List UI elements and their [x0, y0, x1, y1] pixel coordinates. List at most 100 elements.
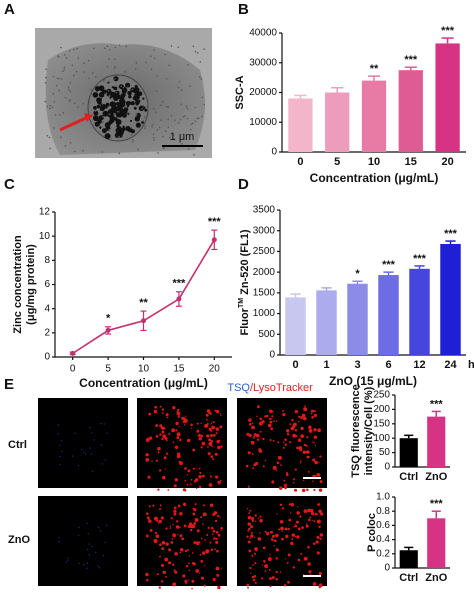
texture [178, 81, 180, 83]
x-tick-label: 10 [138, 364, 150, 375]
texture [48, 136, 51, 139]
lyso-dot [172, 582, 177, 587]
texture [172, 134, 175, 137]
texture [108, 128, 111, 131]
lyso-dot [284, 438, 287, 442]
lyso-dot [286, 534, 289, 537]
point [176, 296, 182, 302]
lyso-dot [316, 519, 321, 524]
lyso-dot [176, 432, 181, 437]
lyso-dot [279, 571, 282, 573]
texture [149, 55, 152, 58]
tsq-dot [74, 432, 76, 435]
texture [68, 88, 70, 91]
x-tick-label: 15 [405, 156, 417, 168]
lyso-dot [256, 415, 258, 418]
texture [51, 106, 54, 109]
lyso-dot [158, 519, 162, 524]
x-axis-label: Concentration (μg/mL) [79, 376, 208, 390]
lyso-dot [248, 433, 252, 438]
lyso-dot [212, 458, 215, 461]
lyso-dot [200, 446, 203, 449]
texture [153, 57, 156, 60]
texture [181, 143, 183, 145]
lyso-dot [177, 415, 181, 418]
lyso-dot [174, 570, 178, 574]
lyso-dot [205, 418, 208, 421]
lyso-dot [261, 420, 265, 424]
lyso-dot [184, 549, 188, 553]
y-tick-label: 1500 [253, 287, 276, 298]
lyso-dot [305, 523, 308, 525]
lyso-dot [194, 503, 197, 506]
granule [121, 108, 128, 115]
lyso-dot [210, 429, 213, 432]
texture [71, 64, 74, 67]
texture [113, 114, 115, 116]
lyso-dot [166, 439, 168, 442]
x-unit: h [468, 359, 474, 371]
texture [153, 139, 155, 141]
tsq-dot [91, 470, 94, 473]
tsq-dot [78, 562, 80, 565]
lyso-dot [301, 488, 306, 493]
lyso-dot [254, 520, 257, 523]
lyso-dot [306, 455, 310, 459]
x-tick-label: Ctrl [399, 572, 418, 584]
granule [135, 122, 141, 128]
x-tick-label: 0 [297, 156, 303, 168]
lyso-dot [200, 516, 203, 519]
lyso-dot [215, 531, 219, 534]
lyso-dot [179, 534, 183, 538]
lyso-dot [301, 526, 304, 529]
lyso-dot [307, 562, 311, 566]
texture [88, 77, 90, 80]
x-tick-label: 15 [173, 364, 185, 375]
texture [135, 112, 138, 115]
lyso-dot [207, 526, 210, 530]
texture [57, 55, 59, 57]
lyso-dot [193, 480, 197, 483]
lyso-dot [210, 422, 213, 425]
lyso-dot [292, 534, 296, 537]
granule [107, 114, 110, 117]
lyso-dot [269, 439, 272, 442]
lyso-dot [281, 537, 284, 541]
texture [102, 80, 105, 82]
texture [190, 128, 192, 131]
lyso-dot [149, 529, 153, 532]
lyso-dot [200, 560, 204, 563]
lyso-dot [302, 416, 307, 421]
lyso-dot [181, 537, 185, 541]
lyso-dot [217, 533, 221, 537]
lyso-dot [163, 456, 167, 460]
texture [154, 111, 157, 114]
lyso-dot [275, 469, 278, 471]
texture [118, 152, 121, 155]
lyso-dot [319, 537, 322, 540]
granule [137, 112, 141, 117]
lyso-dot [191, 561, 195, 565]
lyso-dot [254, 581, 257, 584]
lyso-dot [253, 552, 257, 555]
lyso-dot [261, 577, 264, 580]
texture [44, 100, 47, 103]
lyso-dot [206, 434, 210, 438]
lyso-dot [294, 428, 298, 432]
lyso-dot [259, 518, 263, 523]
lyso-dot [280, 464, 282, 467]
texture [76, 47, 79, 50]
lyso-dot [246, 535, 249, 538]
lyso-dot [208, 427, 212, 431]
lyso-dot [196, 422, 199, 425]
lyso-dot [145, 438, 150, 443]
lyso-dot [249, 566, 252, 570]
lyso-dot [248, 549, 252, 553]
lyso-dot [282, 409, 284, 412]
micrograph [38, 398, 128, 488]
lyso-dot [248, 527, 251, 531]
lyso-dot [312, 409, 315, 413]
y-tick-label: 2 [44, 327, 50, 338]
texture [187, 64, 189, 66]
lyso-dot [300, 426, 304, 431]
